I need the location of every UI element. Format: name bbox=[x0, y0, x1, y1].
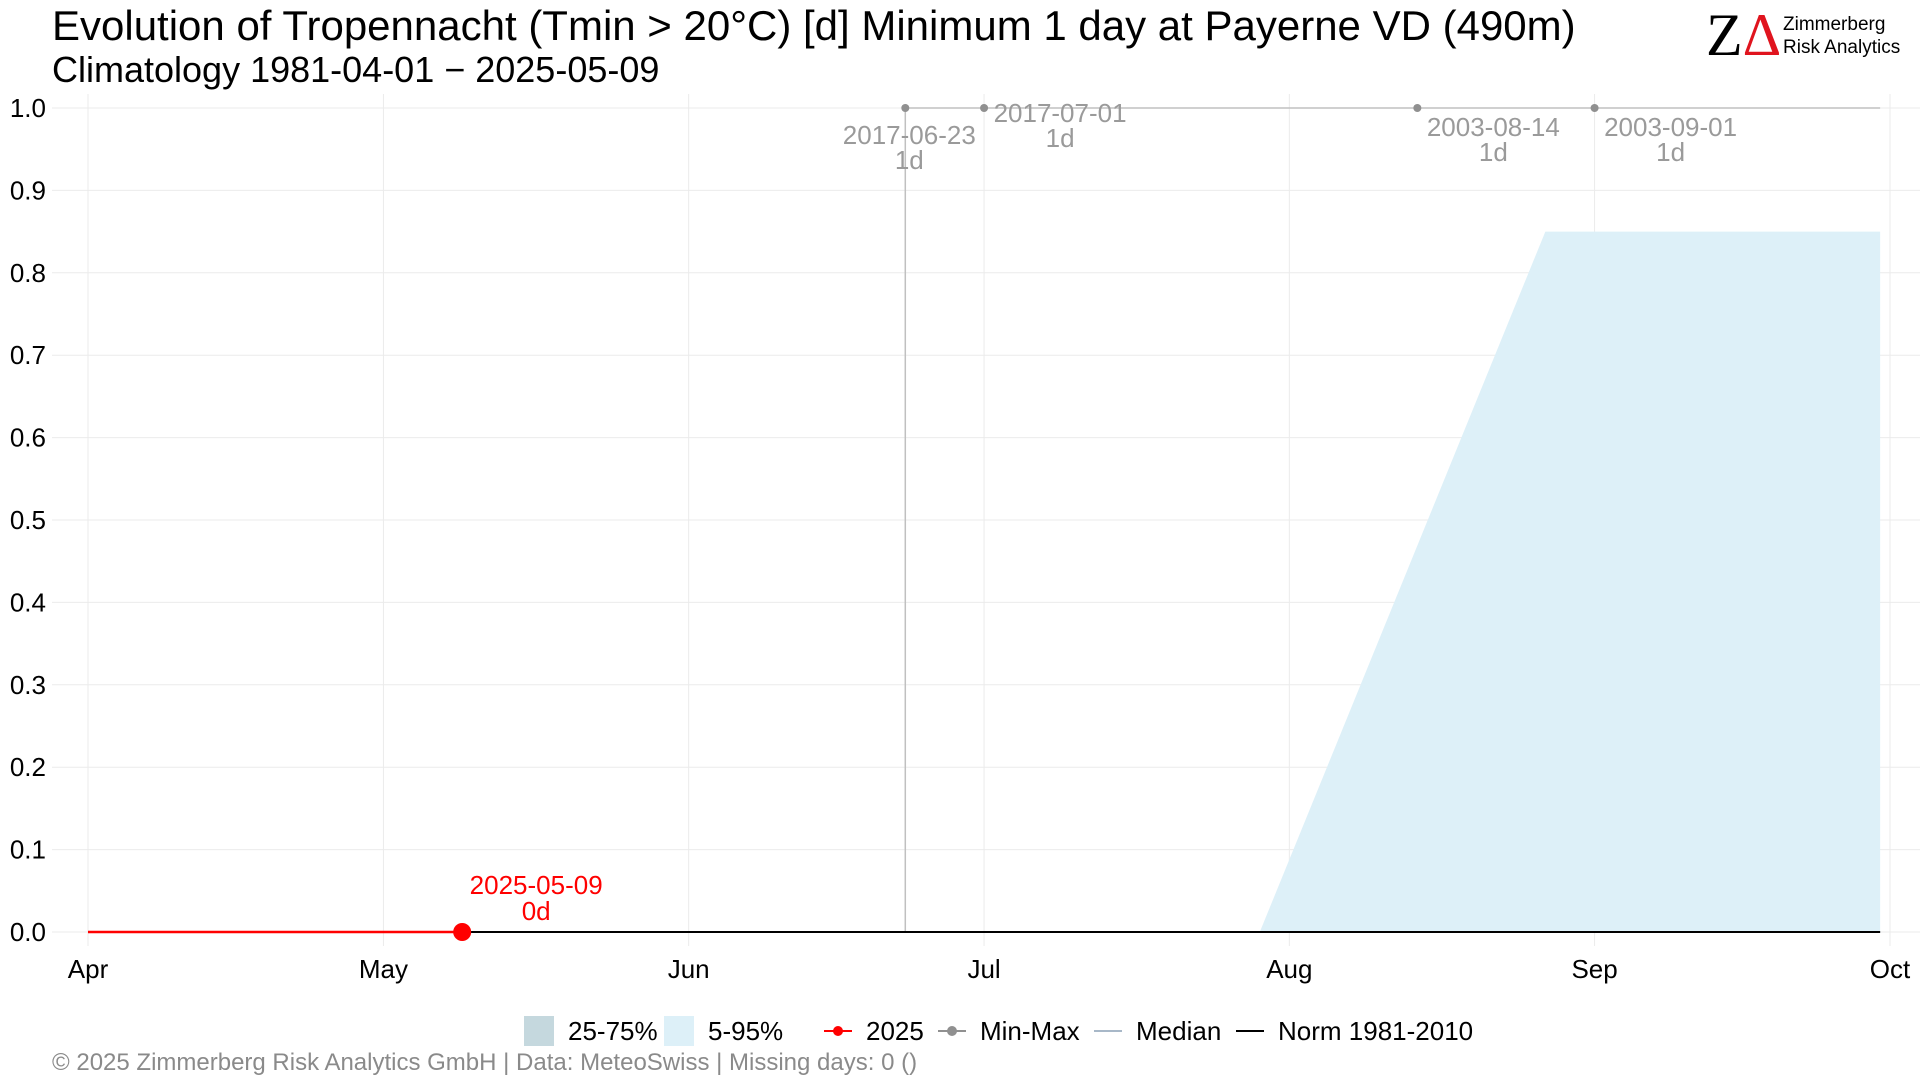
legend-label: 2025 bbox=[866, 1016, 924, 1046]
min-max-point bbox=[1590, 104, 1599, 112]
y-tick-label: 0.6 bbox=[10, 423, 46, 453]
y-tick-label: 0.5 bbox=[10, 505, 46, 535]
logo-line-2: Risk Analytics bbox=[1783, 37, 1900, 58]
y-tick-label: 0.9 bbox=[10, 175, 46, 205]
legend: 25-75% 5-95% 2025 Min-Max Median Norm 1981-20… bbox=[524, 1016, 1473, 1046]
y-tick-label: 0.7 bbox=[10, 340, 46, 370]
x-tick-label: Jul bbox=[967, 954, 1000, 984]
x-tick-label: Jun bbox=[668, 954, 710, 984]
y-tick-label: 0.2 bbox=[10, 752, 46, 782]
grid bbox=[52, 94, 1920, 946]
annotation-date: 2003-09-01 bbox=[1604, 112, 1737, 142]
logo-line-1: Zimmerberg bbox=[1783, 14, 1885, 35]
logo: ZΔ Zimmerberg Risk Analytics bbox=[1706, 2, 1900, 68]
min-max-point bbox=[980, 104, 989, 112]
legend-dot-Min-Max bbox=[947, 1026, 957, 1036]
y-tick-label: 0.8 bbox=[10, 258, 46, 288]
x-tick-label: Apr bbox=[68, 954, 109, 984]
legend-label: Min-Max bbox=[980, 1016, 1080, 1046]
legend-swatch-25-75% bbox=[524, 1016, 554, 1046]
band-5-95% bbox=[1259, 231, 1881, 933]
logo-mark: ZΔ bbox=[1706, 2, 1781, 68]
x-tick-label: Sep bbox=[1571, 954, 1617, 984]
y-tick-label: 1.0 bbox=[10, 93, 46, 123]
annotation-value: 1d bbox=[1046, 123, 1075, 153]
y-tick-label: 0.4 bbox=[10, 587, 46, 617]
x-tick-label: Oct bbox=[1870, 954, 1911, 984]
percentile-bands bbox=[1259, 231, 1881, 933]
annotation-date: 2017-06-23 bbox=[843, 120, 976, 150]
annotation-value: 1d bbox=[1656, 137, 1685, 167]
chart-subtitle: Climatology 1981-04-01 − 2025-05-09 bbox=[52, 49, 659, 90]
annotation-value: 1d bbox=[895, 145, 924, 175]
legend-label: Median bbox=[1136, 1016, 1221, 1046]
min-max-point bbox=[1413, 104, 1422, 112]
annotation-value: 1d bbox=[1479, 137, 1508, 167]
y-tick-label: 0.3 bbox=[10, 670, 46, 700]
current-date: 2025-05-09 bbox=[470, 870, 603, 900]
x-tick-label: Aug bbox=[1266, 954, 1312, 984]
y-axis-ticks: 0.0 0.1 0.2 0.3 0.4 0.5 0.6 0.7 0.8 0.9 1.0 bbox=[10, 93, 46, 947]
current-value: 0d bbox=[522, 896, 551, 926]
legend-swatch-5-95% bbox=[664, 1016, 694, 1046]
current-point bbox=[453, 923, 472, 941]
footer: © 2025 Zimmerberg Risk Analytics GmbH | … bbox=[52, 1049, 917, 1076]
series-lines bbox=[88, 107, 1881, 934]
x-tick-label: May bbox=[359, 954, 408, 984]
chart-title: Evolution of Tropennacht (Tmin > 20°C) [… bbox=[52, 2, 1576, 49]
x-axis-ticks: Apr May Jun Jul Aug Sep Oct bbox=[68, 954, 1911, 984]
legend-dot-2025 bbox=[833, 1026, 843, 1036]
legend-label: 5-95% bbox=[708, 1016, 783, 1046]
annotation-date: 2017-07-01 bbox=[994, 98, 1127, 128]
min-max-point bbox=[901, 104, 910, 112]
y-tick-label: 0.1 bbox=[10, 835, 46, 865]
annotation-date: 2003-08-14 bbox=[1427, 112, 1560, 142]
y-tick-label: 0.0 bbox=[10, 917, 46, 947]
legend-label: 25-75% bbox=[568, 1016, 658, 1046]
legend-label: Norm 1981-2010 bbox=[1278, 1016, 1473, 1046]
